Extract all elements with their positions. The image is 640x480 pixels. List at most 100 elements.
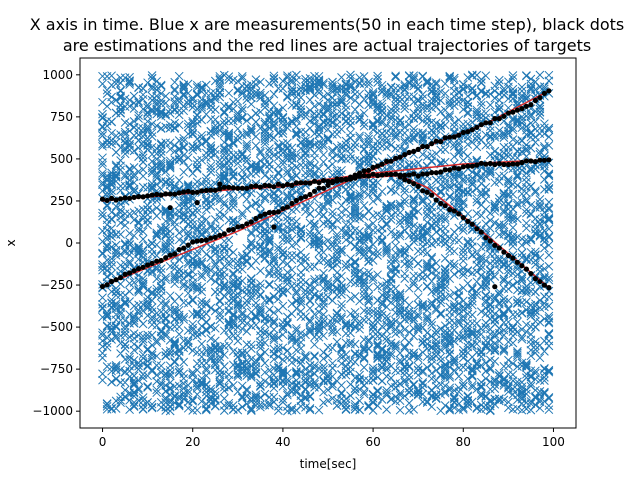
estimate-point [257,184,263,190]
estimate-point [176,190,182,196]
estimate-point [208,235,214,241]
estimate-point [136,266,142,272]
estimate-point [366,167,372,173]
estimate-point [528,102,534,108]
estimate-point [429,192,435,198]
estimate-point [406,172,412,178]
estimate-point [523,158,530,164]
estimate-point [311,178,318,184]
estimate-point [424,171,430,177]
estimate-point [244,221,250,227]
estimate-point [226,184,232,190]
estimate-point [203,237,209,243]
estimate-point [537,95,543,101]
estimate-outlier-point [194,200,200,206]
estimate-point [460,129,466,136]
estimate-point [519,159,525,166]
estimate-point [451,134,457,140]
estimate-point [230,185,236,191]
estimate-point [185,242,191,248]
estimate-point [280,183,286,189]
estimate-point [352,172,358,178]
estimate-point [370,171,376,177]
estimate-point [438,169,444,175]
estimate-point [505,252,511,259]
estimate-point [181,189,187,195]
y-axis: −1000 −750 −500 −250 0 250 500 750 1000 [32,68,80,418]
estimate-point [104,282,110,288]
estimate-point [230,226,236,233]
estimate-point [347,174,354,180]
estimate-point [221,231,227,237]
estimate-point [397,174,403,180]
measurement-markers [98,70,554,416]
estimate-point [239,223,245,229]
estimate-track-3 [397,174,552,291]
estimate-point [532,276,539,282]
estimate-point [104,197,110,203]
estimate-point [343,176,349,182]
estimate-point [505,110,511,116]
estimate-point [541,282,548,288]
estimate-point [537,157,543,163]
estimate-point [293,180,299,186]
estimate-point [266,210,272,216]
x-tick-label: 20 [185,435,200,449]
estimate-point [212,187,218,193]
estimate-point [239,185,245,191]
estimate-outlier-point [167,205,173,211]
estimate-point [519,263,525,269]
x-axis: 0 20 40 60 80 100 [99,428,565,449]
estimate-point [302,180,309,186]
estimate-point [158,257,164,264]
estimate-point [415,173,421,179]
estimate-point [172,191,178,197]
estimate-point [149,260,155,266]
estimate-point [307,180,313,186]
estimate-point [546,285,552,291]
estimate-point [325,182,331,188]
estimate-point [284,204,290,210]
estimate-point [284,181,290,187]
estimate-point [316,180,322,186]
estimate-point [433,197,439,203]
estimate-point [140,194,146,200]
estimate-point [194,238,200,244]
estimate-point [316,185,322,191]
estimate-point [320,185,327,191]
estimate-point [451,165,457,171]
estimate-point [235,185,241,191]
estimate-point [483,120,489,126]
estimate-point [501,249,507,255]
estimate-point [131,194,137,200]
estimate-point [226,227,232,233]
estimate-point [465,163,471,169]
estimate-point [113,197,119,203]
estimate-point [501,161,507,168]
estimate-point [118,275,124,281]
estimate-point [528,271,534,277]
estimate-point [411,148,417,154]
estimate-outlier-point [492,284,498,290]
estimate-point [302,194,309,200]
chart-title-line-2: are estimations and the red lines are ac… [63,36,591,55]
estimate-point [127,270,133,276]
estimate-point [442,203,448,209]
estimate-point [487,238,493,244]
estimate-point [271,184,277,190]
estimate-point [329,180,336,186]
estimate-point [262,182,268,188]
estimate-point [379,172,385,178]
estimate-point [122,271,128,277]
estimate-point [415,146,421,152]
estimate-point [235,224,241,230]
estimate-point [456,211,462,217]
estimate-track-2 [99,88,552,290]
estimate-point [505,161,511,168]
estimate-point [469,127,475,133]
estimate-point [244,185,250,191]
estimate-point [478,160,484,166]
estimate-point [528,158,534,164]
estimate-point [99,196,106,202]
